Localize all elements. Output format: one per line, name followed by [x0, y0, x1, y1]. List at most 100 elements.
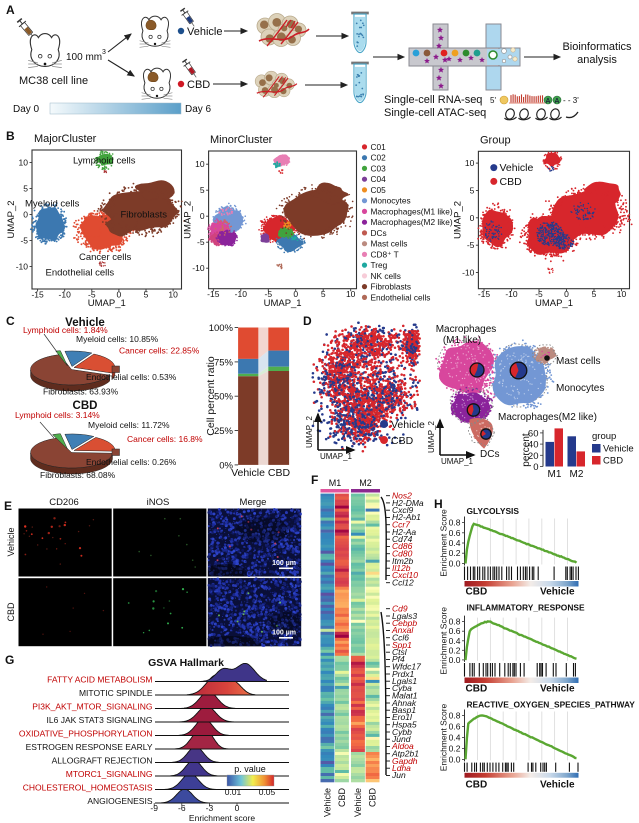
- svg-text:-5: -5: [20, 236, 28, 246]
- svg-text:Single-cell RNA-seq: Single-cell RNA-seq: [384, 94, 482, 106]
- svg-text:10: 10: [617, 289, 627, 299]
- svg-text:10: 10: [346, 289, 356, 299]
- svg-text:-10: -10: [192, 263, 205, 273]
- svg-text:A: A: [546, 98, 551, 105]
- svg-text:p. value: p. value: [234, 764, 266, 774]
- svg-text:Fibroblasts: 63.93%: Fibroblasts: 63.93%: [43, 387, 119, 397]
- svg-text:5: 5: [144, 290, 149, 300]
- svg-text:Aldoa: Aldoa: [391, 741, 414, 751]
- svg-text:0: 0: [235, 803, 240, 813]
- svg-text:percent: percent: [521, 433, 532, 467]
- svg-text:Vehicle: Vehicle: [187, 26, 222, 38]
- svg-text:Lymphoid cells: 1.84%: Lymphoid cells: 1.84%: [23, 325, 108, 335]
- svg-text:100 µm: 100 µm: [272, 560, 296, 567]
- svg-text:Fibroblasts: 68.08%: Fibroblasts: 68.08%: [40, 470, 116, 480]
- svg-text:MITOTIC SPINDLE: MITOTIC SPINDLE: [79, 688, 153, 698]
- svg-text:Day 0: Day 0: [13, 104, 40, 115]
- svg-text:Myeloid cells: Myeloid cells: [25, 199, 80, 210]
- svg-text:5: 5: [321, 289, 326, 299]
- svg-text:CBD: CBD: [466, 587, 488, 598]
- svg-text:0.01: 0.01: [225, 787, 242, 797]
- svg-text:-10: -10: [235, 289, 248, 299]
- svg-text:0.6: 0.6: [449, 626, 461, 636]
- svg-text:-15: -15: [31, 290, 44, 300]
- svg-text:Cxcl9: Cxcl9: [392, 505, 414, 515]
- svg-text:100 mm: 100 mm: [66, 52, 102, 63]
- svg-text:0.05: 0.05: [259, 787, 276, 797]
- svg-text:60: 60: [528, 428, 539, 439]
- svg-text:UMAP_2: UMAP_2: [183, 201, 194, 239]
- svg-text:A: A: [6, 3, 15, 17]
- svg-text:Macrophages(M1 like): Macrophages(M1 like): [371, 206, 453, 216]
- svg-text:-5: -5: [535, 289, 543, 299]
- svg-text:Fibroblasts: Fibroblasts: [371, 282, 412, 292]
- svg-text:CBD: CBD: [337, 788, 347, 808]
- svg-text:Mast cells: Mast cells: [371, 239, 408, 249]
- svg-text:F: F: [311, 473, 318, 487]
- svg-text:GSVA Hallmark: GSVA Hallmark: [148, 657, 224, 669]
- svg-text:Hspa5: Hspa5: [392, 720, 417, 730]
- svg-text:(M1 like): (M1 like): [443, 335, 481, 346]
- svg-text:Cd74: Cd74: [392, 534, 413, 544]
- svg-text:0.4: 0.4: [449, 733, 461, 743]
- svg-text:A: A: [555, 98, 560, 105]
- svg-text:MC38 cell line: MC38 cell line: [19, 75, 88, 87]
- svg-text:20: 20: [528, 451, 539, 462]
- svg-text:Lymphoid cells: Lymphoid cells: [73, 156, 136, 167]
- svg-text:Malat1: Malat1: [392, 691, 418, 701]
- svg-text:H2-Ab1: H2-Ab1: [392, 512, 421, 522]
- svg-text:ANGIOGENESIS: ANGIOGENESIS: [87, 796, 153, 806]
- svg-text:-15: -15: [207, 289, 220, 299]
- svg-text:25%: 25%: [214, 426, 234, 437]
- svg-text:0.2: 0.2: [449, 548, 461, 558]
- svg-text:UMAP_1: UMAP_1: [441, 457, 474, 466]
- svg-text:Cancer cells: Cancer cells: [79, 252, 132, 263]
- svg-text:-5: -5: [467, 240, 475, 250]
- svg-text:Enrichment score: Enrichment score: [189, 813, 255, 823]
- svg-text:Cancer cells: 22.85%: Cancer cells: 22.85%: [119, 346, 200, 356]
- svg-text:0.0: 0.0: [449, 754, 461, 764]
- svg-text:-10: -10: [505, 289, 518, 299]
- svg-text:Ccl12: Ccl12: [392, 578, 414, 588]
- svg-text:H2-DMa: H2-DMa: [392, 498, 424, 508]
- svg-text:0.0: 0.0: [449, 559, 461, 569]
- svg-text:UMAP_1: UMAP_1: [320, 452, 353, 461]
- svg-text:UMAP_2: UMAP_2: [6, 200, 17, 238]
- svg-text:E: E: [4, 499, 12, 513]
- svg-text:UMAP_2: UMAP_2: [305, 415, 314, 448]
- svg-text:Lymphoid cells: 3.14%: Lymphoid cells: 3.14%: [15, 410, 100, 420]
- svg-text:IL6 JAK STAT3 SIGNALING: IL6 JAK STAT3 SIGNALING: [47, 715, 153, 725]
- svg-text:Mast cells: Mast cells: [556, 356, 600, 367]
- svg-text:C04: C04: [371, 174, 387, 184]
- svg-text:Vehicle: Vehicle: [500, 162, 534, 174]
- svg-text:Treg: Treg: [371, 260, 388, 270]
- svg-text:0: 0: [533, 462, 538, 473]
- svg-text:-5: -5: [197, 237, 205, 247]
- svg-text:CBD: CBD: [368, 788, 378, 808]
- svg-text:-3: -3: [206, 803, 214, 813]
- svg-text:0.8: 0.8: [449, 518, 461, 528]
- svg-text:Group: Group: [480, 134, 511, 146]
- svg-text:Atp2b1: Atp2b1: [391, 749, 419, 759]
- svg-text:0.0: 0.0: [449, 655, 461, 665]
- svg-text:H2-Aa: H2-Aa: [392, 527, 416, 537]
- svg-text:Ccr7: Ccr7: [392, 520, 410, 530]
- svg-text:10: 10: [168, 290, 178, 300]
- svg-text:CBD: CBD: [391, 435, 414, 447]
- svg-text:Monocytes: Monocytes: [371, 196, 411, 206]
- svg-text:-10: -10: [59, 290, 72, 300]
- svg-text:Ctsl: Ctsl: [392, 647, 408, 657]
- svg-text:GLYCOLYSIS: GLYCOLYSIS: [467, 506, 520, 516]
- svg-text:0: 0: [23, 210, 28, 220]
- svg-text:Spp1: Spp1: [392, 640, 412, 650]
- svg-text:CBD: CBD: [466, 684, 488, 695]
- svg-text:Endothelial cells: 0.53%: Endothelial cells: 0.53%: [86, 372, 177, 382]
- svg-text:Endothelial cells: 0.26%: Endothelial cells: 0.26%: [86, 457, 177, 467]
- svg-text:Enrichment Score: Enrichment Score: [439, 509, 449, 577]
- svg-text:0.6: 0.6: [449, 528, 461, 538]
- svg-text:Fibroblasts: Fibroblasts: [121, 210, 168, 221]
- svg-text:Enrichment Score: Enrichment Score: [439, 703, 449, 771]
- svg-text:Jun: Jun: [391, 770, 406, 780]
- svg-text:Nos2: Nos2: [392, 491, 412, 501]
- svg-text:Vehicle: Vehicle: [353, 788, 363, 817]
